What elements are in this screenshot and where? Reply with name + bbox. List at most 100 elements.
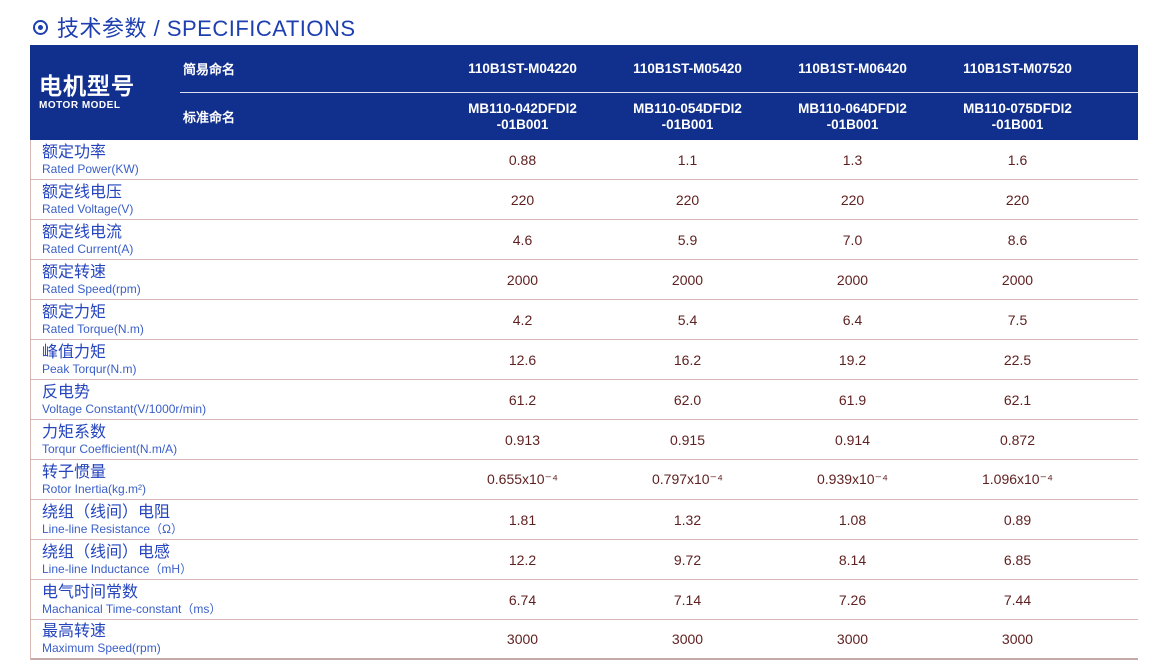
- column-header-standard-name: MB110-054DFDI2 -01B001: [605, 101, 770, 133]
- row-label-en: Rotor Inertia(kg.m²): [42, 481, 147, 496]
- spec-value: 220: [840, 191, 865, 208]
- spec-value: 62.1: [1003, 391, 1032, 408]
- row-label: 绕组（线间）电阻 Line-line Resistance（Ω）: [31, 504, 440, 536]
- spec-value: 0.913: [504, 431, 541, 448]
- spec-value: 0.89: [1003, 511, 1032, 528]
- row-label: 额定功率 Rated Power(KW): [31, 144, 440, 176]
- spec-value: 8.6: [1007, 231, 1028, 248]
- circle-dot-icon: [33, 19, 48, 35]
- spec-value: 4.2: [512, 311, 533, 328]
- standard-name-line1: MB110-064DFDI2: [798, 100, 907, 116]
- spec-value: 0.88: [508, 151, 537, 168]
- row-label-en: Rated Speed(rpm): [42, 281, 141, 296]
- row-label-cn: 额定功率: [42, 143, 107, 161]
- table-row: 绕组（线间）电感 Line-line Inductance（mH） 12.2 9…: [31, 540, 1138, 580]
- motor-model-header-cell: 电机型号 MOTOR MODEL: [30, 45, 180, 140]
- table-header: 电机型号 MOTOR MODEL 简易命名 110B1ST-M04220 110…: [30, 45, 1138, 140]
- row-label-en: Torqur Coefficient(N.m/A): [42, 441, 178, 456]
- spec-value: 7.14: [673, 591, 702, 608]
- column-header-simple-name: 110B1ST-M04220: [468, 60, 577, 76]
- spec-value: 1.3: [842, 151, 863, 168]
- table-body: 额定功率 Rated Power(KW) 0.88 1.1 1.3 1.6 额定…: [30, 140, 1138, 660]
- column-header-standard-name: MB110-042DFDI2 -01B001: [440, 101, 605, 133]
- table-row: 额定功率 Rated Power(KW) 0.88 1.1 1.3 1.6: [31, 140, 1138, 180]
- table-row: 最高转速 Maximum Speed(rpm) 3000 3000 3000 3…: [31, 620, 1138, 660]
- column-header-standard-name: MB110-075DFDI2 -01B001: [935, 101, 1100, 133]
- row-label-en: Voltage Constant(V/1000r/min): [42, 401, 207, 416]
- spec-value: 12.2: [508, 551, 537, 568]
- spec-value: 0.797x10⁻⁴: [651, 471, 723, 487]
- row-label-en: Line-line Resistance（Ω）: [42, 521, 184, 536]
- spec-value: 3000: [836, 631, 869, 647]
- row-label-en: Machanical Time-constant（ms）: [42, 601, 222, 616]
- spec-value: 5.9: [677, 231, 698, 248]
- row-label-cn: 绕组（线间）电阻: [42, 503, 171, 521]
- simple-name-label: 简易命名: [183, 62, 236, 77]
- spec-value: 5.4: [677, 311, 698, 328]
- spec-value: 7.44: [1003, 591, 1032, 608]
- standard-name-line1: MB110-054DFDI2: [633, 100, 742, 116]
- spec-value: 62.0: [673, 391, 702, 408]
- table-row: 转子惯量 Rotor Inertia(kg.m²) 0.655x10⁻⁴ 0.7…: [31, 460, 1138, 500]
- row-label-cn: 额定转速: [42, 263, 107, 281]
- spec-value: 3000: [1001, 631, 1034, 647]
- row-label: 额定力矩 Rated Torque(N.m): [31, 304, 440, 336]
- table-row: 额定线电压 Rated Voltage(V) 220 220 220 220: [31, 180, 1138, 220]
- spec-value: 7.26: [838, 591, 867, 608]
- spec-value: 3000: [506, 631, 539, 647]
- table-row: 电气时间常数 Machanical Time-constant（ms） 6.74…: [31, 580, 1138, 620]
- column-header-simple-name: 110B1ST-M07520: [963, 60, 1072, 76]
- spec-value: 1.6: [1007, 151, 1028, 168]
- page-title: 技术参数 / SPECIFICATIONS: [57, 16, 356, 41]
- row-label-en: Line-line Inductance（mH）: [42, 561, 193, 576]
- row-label: 峰值力矩 Peak Torqur(N.m): [31, 344, 440, 376]
- standard-name-line2: -01B001: [661, 116, 714, 132]
- spec-value: 4.6: [512, 231, 533, 248]
- spec-value: 1.81: [508, 511, 537, 528]
- spec-value: 7.5: [1007, 311, 1028, 328]
- column-header-simple-name: 110B1ST-M06420: [798, 60, 907, 76]
- spec-value: 9.72: [673, 551, 702, 568]
- spec-value: 61.9: [838, 391, 867, 408]
- motor-model-label-en: MOTOR MODEL: [39, 100, 121, 111]
- spec-value: 0.872: [999, 431, 1036, 448]
- row-label-cn: 转子惯量: [42, 463, 107, 481]
- column-header-simple-name: 110B1ST-M05420: [633, 60, 742, 76]
- standard-name-label: 标准命名: [183, 110, 236, 125]
- spec-value: 2000: [506, 271, 539, 288]
- table-row: 额定转速 Rated Speed(rpm) 2000 2000 2000 200…: [31, 260, 1138, 300]
- row-label: 额定转速 Rated Speed(rpm): [31, 264, 440, 296]
- table-row: 力矩系数 Torqur Coefficient(N.m/A) 0.913 0.9…: [31, 420, 1138, 460]
- row-label: 绕组（线间）电感 Line-line Inductance（mH）: [31, 544, 440, 576]
- standard-name-line2: -01B001: [496, 116, 549, 132]
- row-label: 转子惯量 Rotor Inertia(kg.m²): [31, 464, 440, 496]
- spec-value: 22.5: [1003, 351, 1032, 368]
- row-label: 力矩系数 Torqur Coefficient(N.m/A): [31, 424, 440, 456]
- row-label: 反电势 Voltage Constant(V/1000r/min): [31, 384, 440, 416]
- row-label-cn: 电气时间常数: [42, 583, 139, 601]
- row-label-cn: 峰值力矩: [42, 343, 107, 361]
- spec-value: 61.2: [508, 391, 537, 408]
- table-row: 峰值力矩 Peak Torqur(N.m) 12.6 16.2 19.2 22.…: [31, 340, 1138, 380]
- spec-value: 19.2: [838, 351, 867, 368]
- spec-value: 12.6: [508, 351, 537, 368]
- row-label-en: Maximum Speed(rpm): [42, 641, 161, 655]
- standard-name-row: 标准命名 MB110-042DFDI2 -01B001 MB110-054DFD…: [180, 92, 1138, 140]
- table-row: 反电势 Voltage Constant(V/1000r/min) 61.2 6…: [31, 380, 1138, 420]
- table-row: 额定力矩 Rated Torque(N.m) 4.2 5.4 6.4 7.5: [31, 300, 1138, 340]
- column-header-standard-name: MB110-064DFDI2 -01B001: [770, 101, 935, 133]
- row-label-en: Rated Voltage(V): [42, 201, 134, 216]
- spec-value: 2000: [836, 271, 869, 288]
- row-label-cn: 最高转速: [42, 623, 107, 640]
- motor-model-label-cn: 电机型号: [39, 73, 135, 99]
- row-label-cn: 反电势: [42, 383, 91, 401]
- row-label: 电气时间常数 Machanical Time-constant（ms）: [31, 584, 440, 616]
- spec-value: 1.32: [673, 511, 702, 528]
- spec-value: 220: [1005, 191, 1030, 208]
- spec-value: 1.08: [838, 511, 867, 528]
- spec-value: 3000: [671, 631, 704, 647]
- standard-name-line2: -01B001: [991, 116, 1044, 132]
- row-label: 最高转速 Maximum Speed(rpm): [31, 623, 440, 655]
- spec-value: 6.4: [842, 311, 863, 328]
- row-label-en: Peak Torqur(N.m): [42, 361, 137, 376]
